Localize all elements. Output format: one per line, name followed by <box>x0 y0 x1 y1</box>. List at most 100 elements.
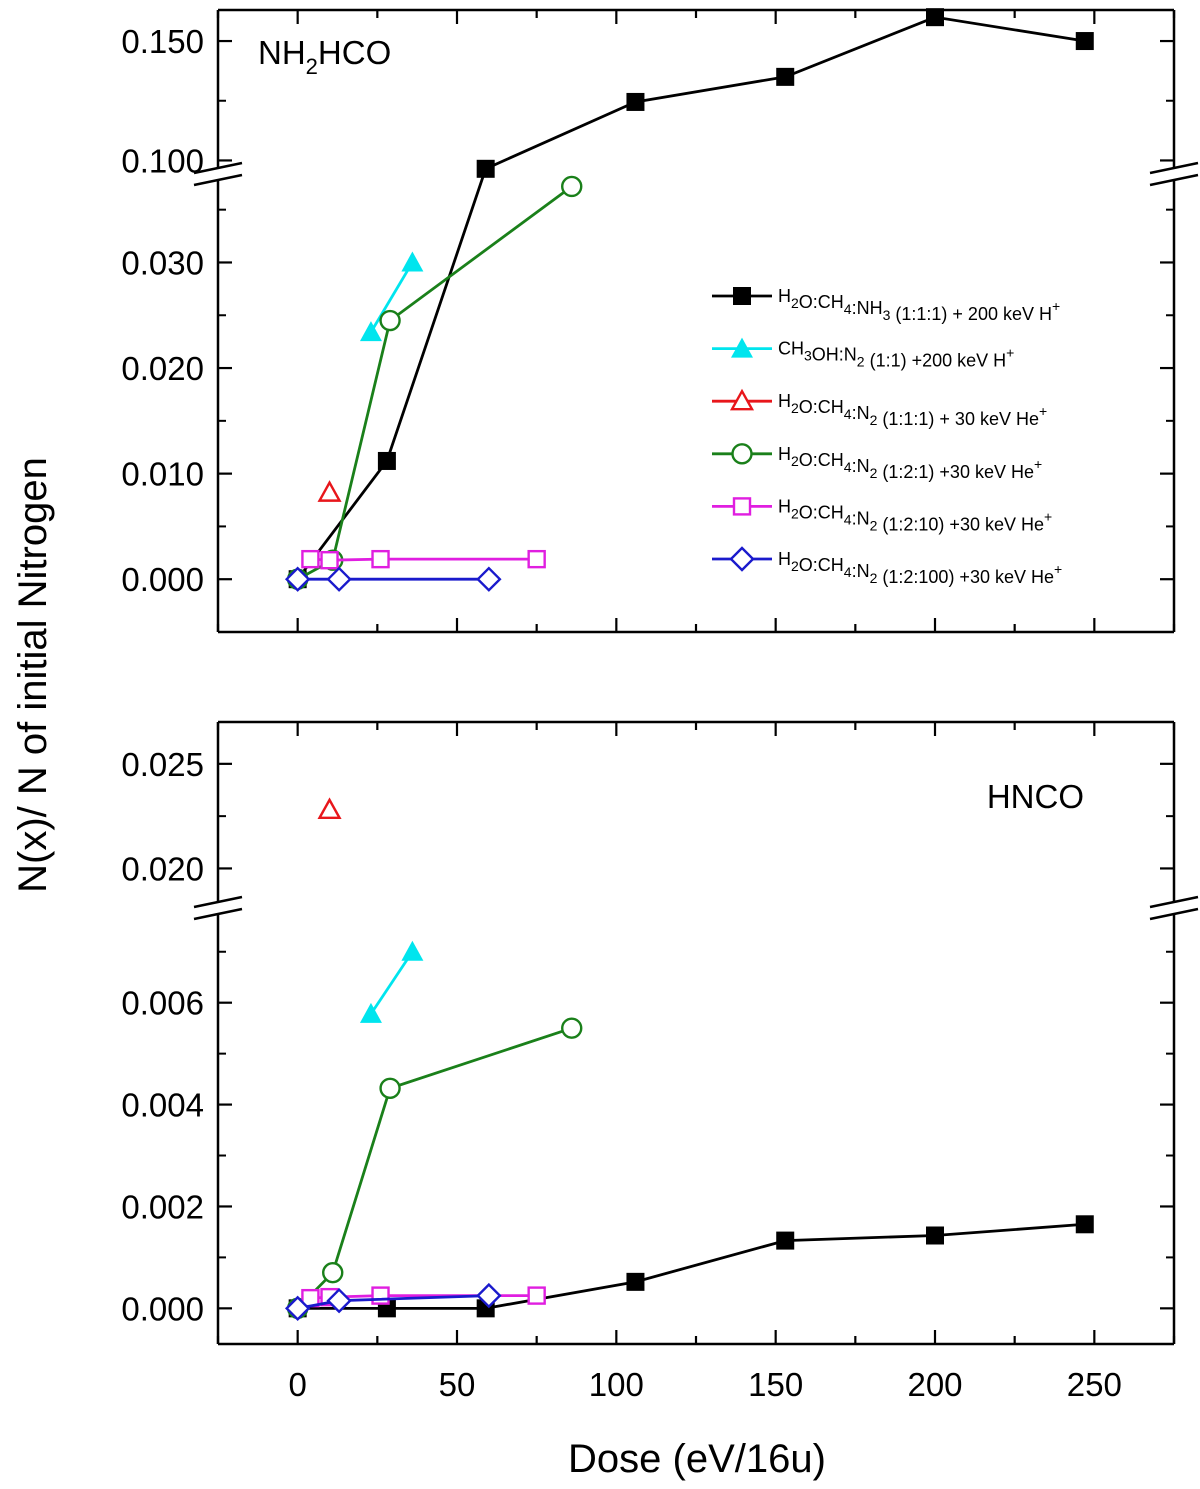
legend: H2O:CH4:NH3 (1:1:1) + 200 keV H+ CH3OH:N2… <box>712 286 1062 587</box>
y-tick-label: 0.000 <box>121 561 204 598</box>
y-tick-label: 0.006 <box>121 985 204 1022</box>
data-series <box>288 8 1094 589</box>
y-axis-title: N(x)/ N of initial Nitrogen <box>11 457 55 893</box>
data-point <box>626 92 645 111</box>
data-point <box>1075 32 1094 51</box>
data-point <box>322 1261 344 1284</box>
data-point <box>359 321 382 342</box>
legend-entry: H2O:CH4:N2 (1:1:1) + 30 keV He+ <box>712 388 1047 429</box>
y-tick-label: 0.100 <box>121 142 204 179</box>
legend-marker <box>731 443 753 465</box>
legend-entry: H2O:CH4:N2 (1:2:10) +30 keV He+ <box>712 496 1052 534</box>
data-point <box>401 940 424 961</box>
data-point <box>626 1272 645 1291</box>
data-point <box>301 549 320 569</box>
panel-label: HNCO <box>987 778 1084 815</box>
x-tick-label: 50 <box>439 1366 476 1403</box>
legend-marker <box>733 287 751 305</box>
axis-break-mark <box>193 173 243 187</box>
y-tick-label: 0.020 <box>121 350 204 387</box>
axis-break-mark <box>193 161 243 175</box>
x-tick-label: 150 <box>748 1366 803 1403</box>
x-tick-label: 200 <box>907 1366 962 1403</box>
data-point <box>379 309 401 332</box>
legend-entry: H2O:CH4:N2 (1:2:100) +30 keV He+ <box>712 546 1062 587</box>
data-point <box>326 1288 352 1314</box>
data-series <box>286 1017 583 1320</box>
legend-entry: H2O:CH4:N2 (1:2:1) +30 keV He+ <box>712 443 1042 482</box>
x-tick-label: 250 <box>1067 1366 1122 1403</box>
series-line <box>296 15 1085 581</box>
data-series <box>288 1215 1094 1318</box>
legend-label: H2O:CH4:N2 (1:2:100) +30 keV He+ <box>778 549 1062 587</box>
data-point <box>359 1002 382 1023</box>
data-point <box>476 566 502 592</box>
data-point <box>326 566 352 592</box>
data-point <box>284 566 311 592</box>
axis-break-mark <box>193 895 243 909</box>
legend-entry: CH3OH:N2 (1:1) +200 keV H+ <box>712 337 1014 371</box>
data-point <box>527 1286 546 1305</box>
data-point <box>926 1226 944 1245</box>
series-line <box>296 185 573 581</box>
data-series <box>317 480 342 502</box>
legend-label: H2O:CH4:N2 (1:2:1) +30 keV He+ <box>778 444 1042 482</box>
axis-break-mark <box>193 907 243 921</box>
axis-break-mark <box>1149 173 1199 187</box>
data-series <box>301 549 546 570</box>
x-axis-title: Dose (eV/16u) <box>568 1437 826 1481</box>
panel-hnco: 0.000 0.002 0.004 0.006 0.020 0.025 0 50 100 150 2… <box>121 720 1199 1403</box>
data-point <box>527 549 546 569</box>
data-point <box>1075 1215 1094 1234</box>
data-point <box>284 1295 311 1322</box>
panel-nh2hco: 0.000 0.010 0.020 0.030 0.100 0.150 NH2HCO <box>121 8 1199 634</box>
data-point <box>317 480 342 502</box>
data-point <box>926 8 944 27</box>
data-point <box>379 1077 401 1099</box>
legend-label: H2O:CH4:N2 (1:1:1) + 30 keV He+ <box>778 391 1047 429</box>
data-point <box>476 1282 502 1309</box>
data-point <box>776 67 795 86</box>
y-tick-label: 0.000 <box>121 1290 204 1327</box>
data-point <box>476 159 495 178</box>
legend-marker <box>729 546 755 572</box>
data-point <box>320 551 339 570</box>
data-series <box>284 566 502 592</box>
data-point <box>377 451 396 470</box>
x-tick-label: 0 <box>288 1366 306 1403</box>
legend-label: H2O:CH4:N2 (1:2:10) +30 keV He+ <box>778 496 1052 534</box>
y-tick-label: 0.025 <box>121 746 204 783</box>
series-line <box>369 950 414 1015</box>
y-tick-label: 0.030 <box>121 244 204 281</box>
legend-marker <box>732 497 752 516</box>
y-tick-label: 0.010 <box>121 456 204 493</box>
data-series <box>359 940 424 1023</box>
data-point <box>371 549 390 569</box>
data-series <box>286 175 583 590</box>
data-series <box>284 1282 502 1322</box>
axis-break-mark <box>1149 907 1199 921</box>
legend-label: H2O:CH4:NH3 (1:1:1) + 200 keV H+ <box>778 286 1060 324</box>
data-series <box>317 797 342 820</box>
data-point <box>776 1231 795 1250</box>
data-point <box>561 1017 583 1039</box>
legend-entry: H2O:CH4:NH3 (1:1:1) + 200 keV H+ <box>712 286 1060 324</box>
legend-label: CH3OH:N2 (1:1) +200 keV H+ <box>778 339 1014 371</box>
x-tick-label: 100 <box>589 1366 644 1403</box>
data-point <box>317 797 342 820</box>
y-tick-label: 0.020 <box>121 850 204 887</box>
axis-break-mark <box>1149 161 1199 175</box>
legend-marker <box>731 337 753 358</box>
legend-marker <box>729 388 755 411</box>
data-point <box>401 251 424 272</box>
series-line <box>369 261 414 333</box>
y-tick-label: 0.002 <box>121 1188 204 1225</box>
axis-break-mark <box>1149 895 1199 909</box>
panel-label: NH2HCO <box>258 34 391 79</box>
data-point <box>561 175 583 198</box>
data-point <box>371 1286 390 1305</box>
y-tick-label: 0.004 <box>121 1087 204 1124</box>
data-series <box>359 251 424 342</box>
y-tick-label: 0.150 <box>121 23 204 60</box>
